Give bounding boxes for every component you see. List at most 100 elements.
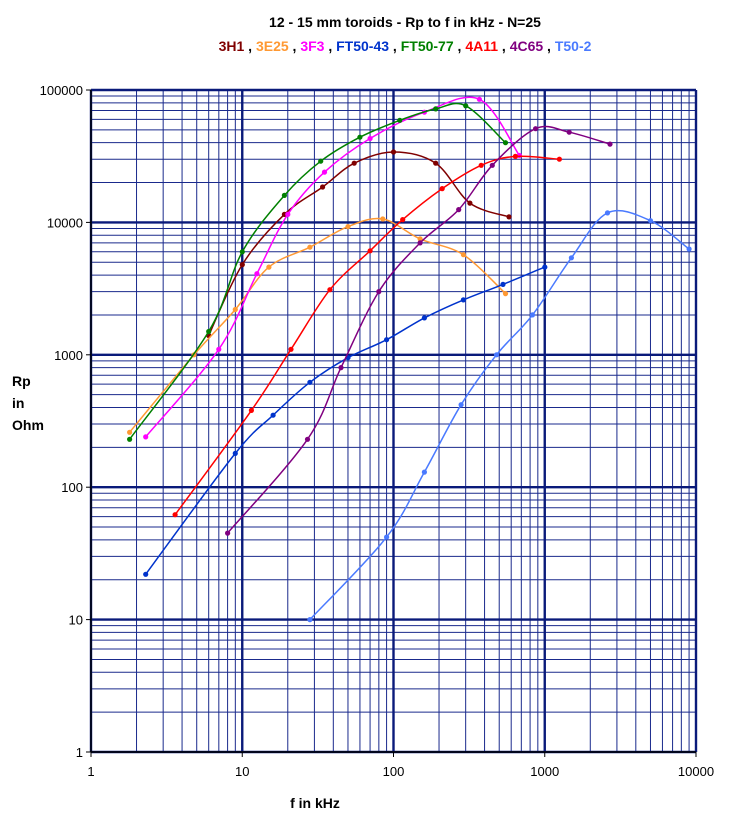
data-point-3e25	[380, 216, 386, 222]
legend-separator: ,	[324, 38, 336, 54]
tick-labels: 1 10 100 1000 10000 1 10 100 1000 10000 100000	[40, 83, 714, 779]
data-point-4c65	[489, 162, 495, 168]
y-axis-title-line: Rp	[12, 373, 31, 389]
data-point-3h1	[320, 184, 326, 190]
y-tick-label: 1000	[54, 348, 83, 363]
x-tick-label: 1	[87, 764, 94, 779]
data-point-4c65	[376, 289, 382, 295]
data-point-ft50-77	[318, 158, 324, 164]
data-point-4a11	[367, 248, 373, 254]
data-point-3f3	[216, 346, 222, 352]
data-point-4a11	[400, 217, 406, 223]
y-axis-title-line: Ohm	[12, 417, 44, 433]
x-tick-label: 10000	[678, 764, 714, 779]
data-point-3e25	[127, 429, 133, 435]
data-point-t50-2	[568, 255, 575, 261]
data-point-4c65	[607, 141, 613, 147]
legend-separator: ,	[498, 38, 510, 54]
data-point-t50-2	[604, 210, 611, 216]
data-point-3f3	[285, 211, 291, 217]
data-point-t50-2	[529, 312, 536, 318]
grid	[86, 88, 698, 757]
data-point-ft50-43	[384, 337, 390, 343]
data-point-3e25	[460, 252, 466, 258]
data-point-t50-2	[458, 402, 464, 408]
data-point-4c65	[225, 530, 231, 536]
x-tick-label: 10	[235, 764, 249, 779]
x-tick-label: 1000	[530, 764, 559, 779]
data-point-4a11	[556, 156, 563, 162]
data-point-4a11	[288, 346, 294, 352]
data-point-ft50-77	[206, 328, 212, 335]
data-point-ft50-43	[232, 450, 238, 456]
legend-entry-ft50-43: FT50-43	[336, 38, 389, 54]
data-point-3f3	[367, 135, 373, 142]
series-line-ft50-77	[128, 102, 507, 440]
data-point-4c65	[566, 129, 572, 135]
data-point-3e25	[417, 236, 423, 242]
y-axis-title-line: in	[12, 395, 24, 411]
data-point-3e25	[266, 264, 272, 270]
data-point-ft50-77	[463, 103, 469, 109]
data-point-ft50-43	[143, 571, 149, 577]
data-point-3f3	[321, 169, 328, 175]
series-line-t50-2	[309, 209, 690, 621]
x-tick-label: 100	[383, 764, 405, 779]
data-point-3h1	[239, 262, 245, 268]
data-point-3f3	[254, 271, 260, 277]
data-point-t50-2	[384, 534, 390, 540]
legend-entry-t50-2: T50-2	[555, 38, 592, 54]
data-point-ft50-77	[357, 134, 363, 140]
series-line-3f3	[145, 96, 521, 438]
data-point-4c65	[304, 436, 311, 442]
data-point-ft50-77	[397, 117, 403, 123]
data-point-4c65	[456, 207, 462, 213]
data-point-t50-2	[493, 352, 500, 358]
chart-title: 12 - 15 mm toroids - Rp to f in kHz - N=…	[269, 14, 541, 30]
series-line-4a11	[174, 155, 560, 516]
legend-entry-4c65: 4C65	[510, 38, 544, 54]
data-point-t50-2	[307, 617, 313, 623]
data-point-ft50-77	[281, 192, 287, 198]
data-point-3f3	[143, 434, 149, 440]
y-tick-label: 10	[69, 613, 83, 628]
data-point-4c65	[533, 126, 539, 132]
legend-entry-3h1: 3H1	[219, 38, 245, 54]
data-point-ft50-43	[542, 264, 548, 270]
data-point-ft50-43	[270, 412, 276, 418]
data-point-3e25	[232, 306, 238, 313]
data-point-3e25	[345, 224, 351, 230]
data-point-3e25	[307, 244, 313, 250]
series-line-3e25	[129, 217, 507, 433]
y-tick-label: 100000	[40, 83, 83, 98]
data-point-ft50-77	[502, 140, 509, 146]
data-point-3h1	[351, 160, 357, 166]
data-point-4a11	[248, 407, 254, 413]
data-point-3h1	[467, 200, 473, 206]
legend: 3H1 , 3E25 , 3F3 , FT50-43 , FT50-77 , 4…	[219, 38, 592, 54]
data-point-4c65	[338, 365, 344, 371]
data-point-ft50-77	[433, 106, 439, 112]
series-lines	[127, 96, 692, 623]
data-point-t50-2	[647, 218, 654, 224]
legend-separator: ,	[244, 38, 256, 54]
y-axis-title: Rp in Ohm	[12, 373, 44, 433]
data-point-4a11	[512, 153, 519, 159]
data-point-ft50-77	[239, 249, 245, 255]
legend-separator: ,	[389, 38, 401, 54]
legend-separator: ,	[543, 38, 555, 54]
y-tick-label: 10000	[47, 215, 83, 230]
data-point-4a11	[172, 512, 178, 518]
data-point-3f3	[476, 96, 482, 102]
y-tick-label: 100	[61, 480, 83, 495]
x-axis-title: f in kHz	[290, 795, 340, 811]
legend-entry-3e25: 3E25	[256, 38, 289, 54]
data-point-4a11	[327, 287, 333, 293]
legend-entry-3f3: 3F3	[300, 38, 324, 54]
data-point-4a11	[439, 186, 445, 192]
data-point-ft50-43	[307, 379, 313, 385]
legend-entry-4a11: 4A11	[465, 38, 498, 54]
